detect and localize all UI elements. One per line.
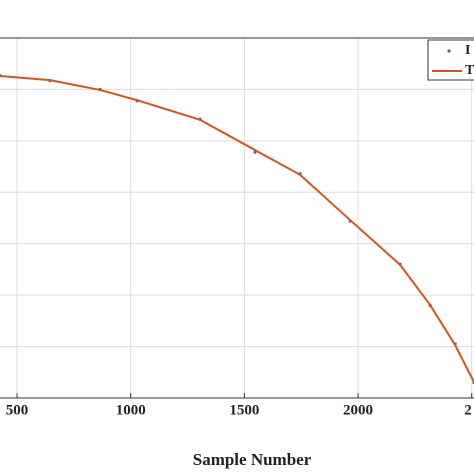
- legend-box: [427, 39, 474, 81]
- legend-label: I: [465, 43, 470, 58]
- legend-label: T: [465, 63, 474, 78]
- x-tick-label: 1000: [116, 402, 146, 418]
- plot: [0, 73, 474, 385]
- series-line: [0, 75, 474, 383]
- legend-marker: [447, 49, 451, 53]
- x-tick-label: 2: [464, 402, 472, 418]
- legend: IT: [427, 39, 474, 81]
- x-tick-label: 1500: [229, 402, 259, 418]
- x-ticks: 500 1000 1500 2000 2: [6, 393, 473, 418]
- x-tick-label: 500: [6, 402, 29, 418]
- x-tick-label: 2000: [343, 402, 373, 418]
- x-axis-label: Sample Number: [193, 450, 312, 469]
